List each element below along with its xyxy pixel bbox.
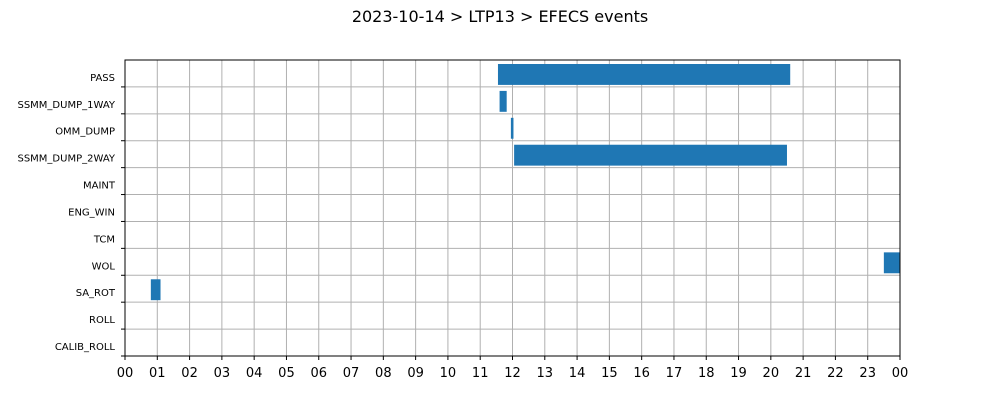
x-tick-label: 01: [149, 366, 166, 381]
y-category-label: CALIB_ROLL: [55, 342, 116, 353]
x-tick-label: 22: [827, 366, 844, 381]
x-tick-label: 07: [343, 366, 360, 381]
y-category-label: SA_ROT: [76, 288, 116, 299]
x-tick-label: 13: [537, 366, 554, 381]
chart-title: 2023-10-14 > LTP13 > EFECS events: [352, 7, 648, 26]
x-tick-label: 03: [214, 366, 231, 381]
x-tick-label: 00: [117, 366, 134, 381]
plot-frame: [124, 59, 901, 357]
bar-layer: [150, 64, 900, 301]
y-category-label: WOL: [92, 261, 116, 272]
grid-layer: [124, 60, 901, 357]
axis-layer: 00 01 02 03 04 05 06 07 08 09 10 11 12 13 14 15 16 17 18 19…: [17, 73, 908, 381]
x-tick-label: 04: [246, 366, 263, 381]
event-bar-omm-dump: [510, 117, 514, 139]
x-tick-label: 09: [407, 366, 424, 381]
x-tick-label: 00: [892, 366, 909, 381]
x-tick-label: 20: [763, 366, 780, 381]
y-category-label: SSMM_DUMP_1WAY: [17, 100, 115, 111]
x-tick-label: 21: [795, 366, 812, 381]
y-category-label: OMM_DUMP: [55, 127, 115, 138]
x-tick-label: 12: [504, 366, 521, 381]
x-tick-label: 16: [633, 366, 650, 381]
event-bar-ssmm-dump-1way: [499, 90, 507, 112]
x-tick-label: 11: [472, 366, 489, 381]
y-category-label: ENG_WIN: [68, 207, 115, 218]
x-tick-label: 23: [859, 366, 876, 381]
y-category-label: PASS: [90, 73, 115, 84]
event-bar-pass: [497, 64, 791, 85]
x-tick-label: 18: [698, 366, 715, 381]
y-category-label: TCM: [93, 234, 115, 245]
y-category-label: SSMM_DUMP_2WAY: [17, 154, 115, 165]
x-tick-label: 05: [278, 366, 295, 381]
y-category-label: ROLL: [89, 315, 115, 326]
x-tick-label: 06: [310, 366, 327, 381]
x-tick-label: 19: [730, 366, 747, 381]
x-tick-label: 17: [666, 366, 683, 381]
x-tick-label: 14: [569, 366, 586, 381]
x-tick-label: 02: [181, 366, 198, 381]
event-bar-sa-rot: [150, 279, 161, 301]
y-category-label: MAINT: [83, 181, 116, 192]
x-tick-label: 10: [440, 366, 457, 381]
x-tick-label: 15: [601, 366, 618, 381]
x-tick-label: 08: [375, 366, 392, 381]
event-bar-wol: [883, 252, 900, 274]
event-bar-ssmm-dump-2way: [514, 144, 787, 166]
